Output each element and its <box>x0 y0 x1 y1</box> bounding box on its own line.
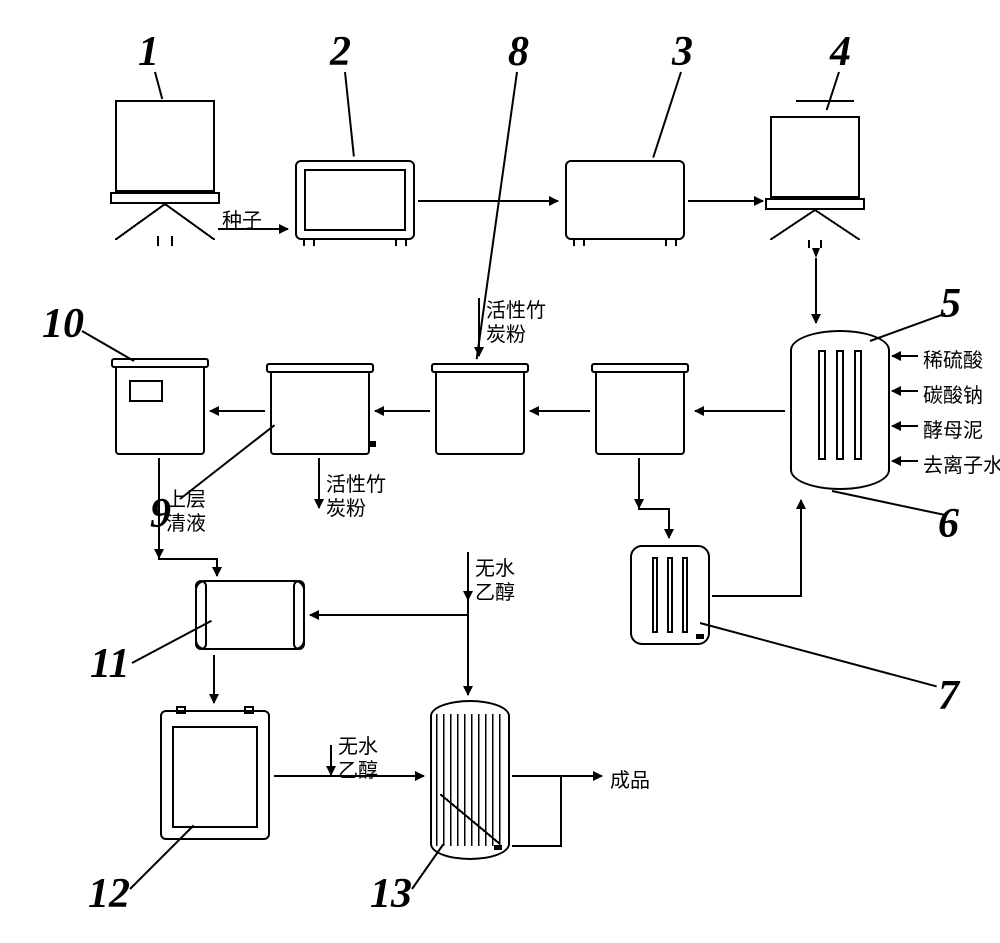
label-in5-d: 去离子水 <box>923 449 1000 478</box>
arrow-ethanol-top <box>467 552 469 600</box>
arrow-4-5 <box>815 258 817 323</box>
arrow-12-13-v <box>330 745 332 775</box>
leader-8: 8 <box>508 28 529 76</box>
leader-1: 1 <box>138 28 159 76</box>
label-product: 成品 <box>610 764 650 793</box>
label-ethanol2: 乙醇 <box>475 576 515 605</box>
arrow-eth-to-11 <box>310 614 469 616</box>
arrow-5-6 <box>695 410 785 412</box>
leader-2: 2 <box>330 28 351 76</box>
arrow-in5-c <box>892 425 918 427</box>
arrow-13-loop-a <box>512 845 562 847</box>
arrow-2-3 <box>418 200 558 202</box>
node-7-small-reactor <box>630 545 710 645</box>
arrow-6-7 <box>638 458 640 508</box>
leader-7: 7 <box>938 672 959 720</box>
leader-12: 12 <box>88 870 130 918</box>
label-in5-a: 稀硫酸 <box>923 344 983 373</box>
label-in5-c: 酵母泥 <box>923 414 983 443</box>
node-13-column <box>430 700 510 860</box>
leader-7-line <box>700 622 937 687</box>
label-in5-b: 碳酸钠 <box>923 379 983 408</box>
arrow-6-7c <box>668 508 670 538</box>
arrow-11-12 <box>213 655 215 703</box>
leader-3-line <box>652 72 682 158</box>
leader-9: 9 <box>150 490 171 538</box>
leader-13: 13 <box>370 870 412 918</box>
label-seeds: 种子 <box>222 204 262 233</box>
leader-5: 5 <box>940 280 961 328</box>
arrow-bamboo-out <box>318 458 320 508</box>
node-2-screen-box <box>295 160 415 240</box>
label-supernatant2: 清液 <box>166 507 206 536</box>
arrow-7-5b <box>800 500 802 597</box>
label-bamboo-in2: 炭粉 <box>486 318 526 347</box>
node-3-box <box>565 160 685 240</box>
leader-2-line <box>344 72 355 157</box>
node-9-open-tank <box>270 365 370 455</box>
leader-13-line <box>411 843 444 889</box>
leader-10: 10 <box>42 300 84 348</box>
node-4-top-hopper <box>770 100 860 240</box>
node-8-open-tank <box>435 365 525 455</box>
arrow-6-8 <box>530 410 590 412</box>
arrow-in5-a <box>892 355 918 357</box>
arrow-in5-b <box>892 390 918 392</box>
node-11-drum <box>195 580 305 650</box>
leader-5-line <box>870 313 946 342</box>
node-12-chamber <box>160 710 270 840</box>
node-10-open-tank <box>115 360 205 455</box>
leader-6-line <box>832 490 945 516</box>
arrow-3-4 <box>688 200 763 202</box>
arrow-eth-to-13 <box>467 600 469 695</box>
node-1-hopper <box>115 100 215 240</box>
leader-10-line <box>82 330 135 362</box>
arrow-10-11c <box>216 558 218 576</box>
arrow-7-5a <box>712 595 802 597</box>
leader-4: 4 <box>830 28 851 76</box>
arrow-13-loop-b <box>560 775 562 847</box>
leader-11: 11 <box>90 640 130 688</box>
label-bamboo-out2: 炭粉 <box>326 492 366 521</box>
arrow-10-11b <box>158 558 218 560</box>
arrow-9-10 <box>210 410 265 412</box>
leader-3: 3 <box>672 28 693 76</box>
leader-6: 6 <box>938 500 959 548</box>
node-5-reactor <box>790 330 890 490</box>
label-ethanol-b2: 乙醇 <box>338 754 378 783</box>
arrow-13-product <box>512 775 602 777</box>
arrow-in5-d <box>892 460 918 462</box>
node-6-open-tank <box>595 365 685 455</box>
arrow-6-7b <box>638 508 670 510</box>
arrow-8-9 <box>375 410 430 412</box>
